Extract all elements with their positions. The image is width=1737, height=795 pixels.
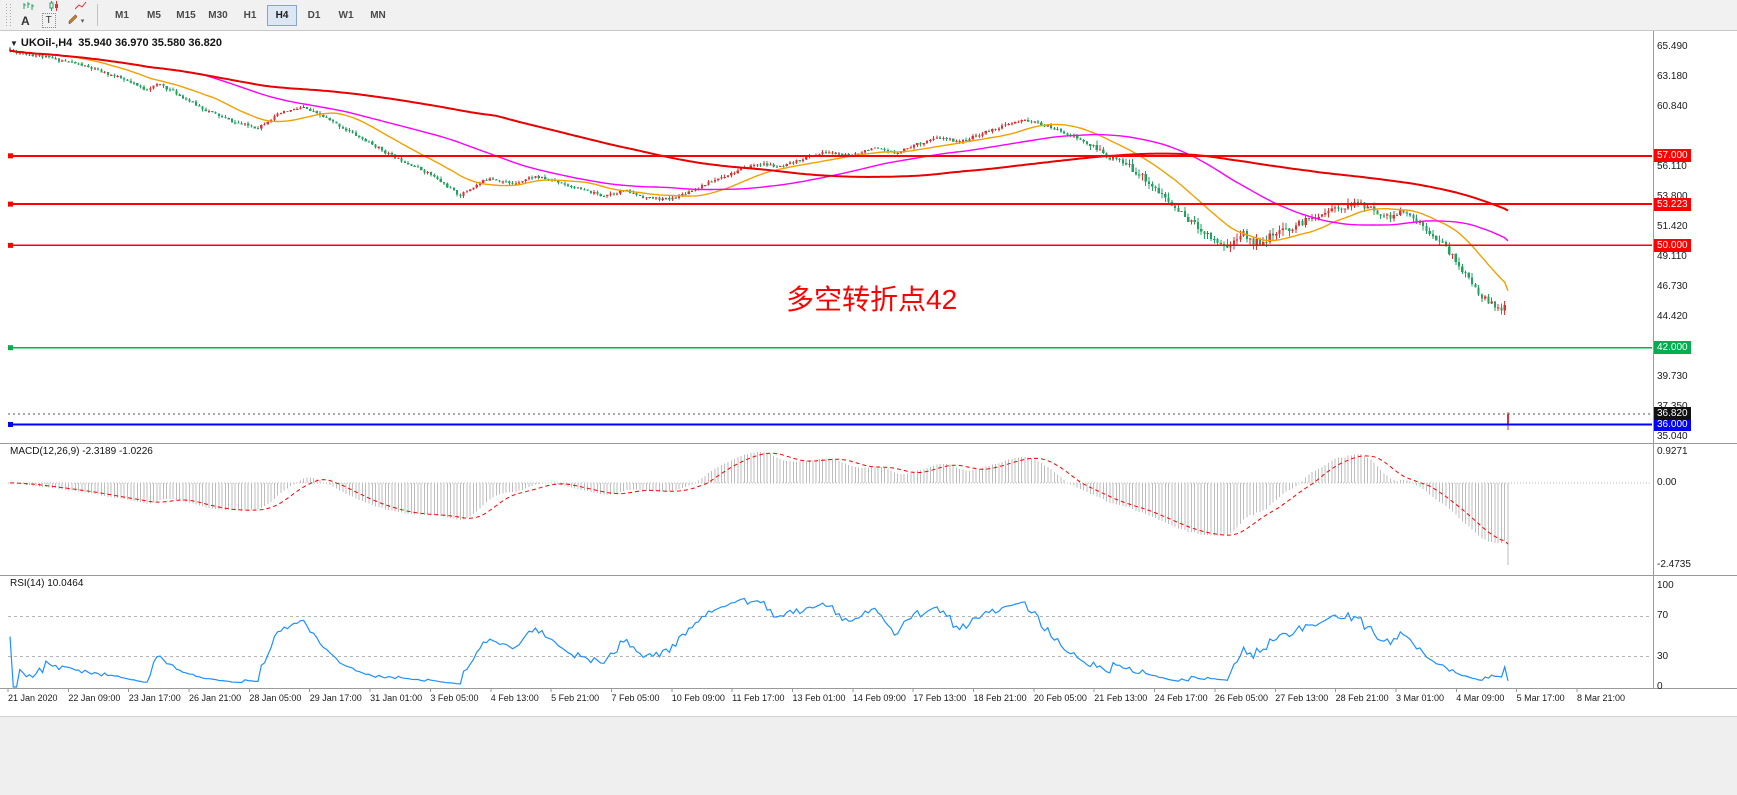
chart-title[interactable]: ▼ UKOil-,H4 35.940 36.970 35.580 36.820 [10,37,222,49]
timeframe-button-H1[interactable]: H1 [243,9,257,21]
rsi-line [9,597,1509,688]
chevron-down-icon: ▾ [80,17,85,25]
timeframe-button-MN[interactable]: MN [370,9,386,21]
line-chart-icon[interactable] [75,1,87,11]
macd-histogram [12,452,1509,566]
text-tool-button[interactable]: T [41,13,56,28]
candlestick-chart-icon[interactable] [49,0,60,11]
timeframe-button-W1[interactable]: W1 [338,9,354,21]
timeframe-button-M30[interactable]: M30 [208,9,228,21]
pencil-tool-button[interactable]: ▾ [68,14,85,28]
bar-chart-icon[interactable] [23,1,34,11]
pencil-icon [68,14,79,28]
timeframe-button-M1[interactable]: M1 [115,9,129,21]
hline-handle[interactable] [8,345,13,351]
ma-60-line [9,50,1509,242]
hline-handle[interactable] [8,421,13,427]
hline-handle[interactable] [8,153,13,159]
ohlc-values: 35.940 36.970 35.580 36.820 [78,37,223,49]
timeframe-button-H4[interactable]: H4 [267,4,297,26]
hline-handle[interactable] [8,242,13,248]
ma-20-line [9,50,1509,292]
hline-handle[interactable] [8,201,13,207]
timeframe-button-M15[interactable]: M15 [176,9,196,21]
arrow-text-tool-button[interactable]: A [21,13,30,28]
toolbar-gripper[interactable] [4,4,13,26]
window-bottom-area [0,716,1737,795]
toolbar-separator [97,4,98,26]
ma-150-line [9,49,1509,212]
rsi-indicator-label: RSI(14) 10.0464 [10,578,84,589]
chart-type-icons [19,0,87,11]
tools-cluster: A T ▾ [19,0,87,30]
chart-dropdown-icon[interactable]: ▼ [10,39,18,48]
macd-indicator-label: MACD(12,26,9) -2.3189 -1.0226 [10,446,153,457]
main-toolbar: A T ▾ M1 M5 M15 M30 H1 H4 D1 W1 MN [0,0,1737,31]
timeframe-button-D1[interactable]: D1 [307,9,321,21]
chart-annotation-text[interactable]: 多空转折点42 [786,284,958,315]
macd-signal-line [10,452,1509,545]
symbol-period-label: UKOil-,H4 [20,37,73,49]
timeframe-button-M5[interactable]: M5 [147,9,161,21]
timeframe-toolbar: M1 M5 M15 M30 H1 H4 D1 W1 MN [106,0,394,30]
drawing-tools: A T ▾ [19,11,87,30]
